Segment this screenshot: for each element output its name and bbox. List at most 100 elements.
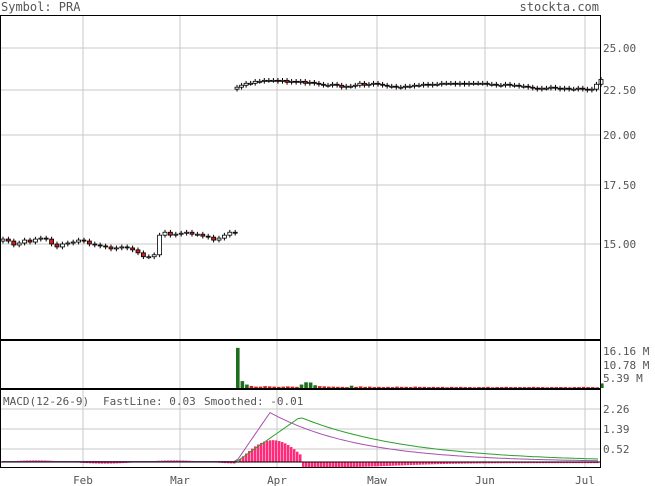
candle-body — [173, 233, 179, 236]
volume-bar — [468, 387, 472, 388]
macd-histogram-bar — [329, 462, 332, 468]
macd-histogram-bar — [338, 462, 341, 468]
volume-bar — [572, 387, 577, 388]
macd-histogram-bar — [446, 462, 449, 464]
macd-histogram-bar — [95, 462, 98, 464]
volume-tick-label: 16.16 M — [603, 345, 650, 358]
volume-bar — [486, 386, 490, 388]
candle-body — [562, 87, 567, 90]
macd-histogram-bar — [254, 446, 257, 462]
macd-histogram-bar — [296, 451, 299, 462]
macd-histogram-bar — [461, 462, 464, 464]
candle-body — [211, 236, 217, 241]
volume-bar — [563, 387, 568, 388]
macd-histogram-bar — [527, 462, 530, 464]
candle-body — [289, 80, 295, 83]
volume-bar — [600, 383, 604, 388]
candle-body — [11, 240, 17, 246]
x-tick-label: Jul — [575, 474, 595, 486]
macd-histogram-bar — [302, 462, 305, 467]
volume-bar — [449, 386, 454, 388]
candle-body — [402, 85, 408, 88]
candle-body — [589, 88, 595, 91]
macd-histogram-bar — [524, 462, 527, 464]
volume-tick-label: 10.78 M — [603, 359, 650, 372]
volume-bar — [490, 387, 495, 388]
macd-histogram-bar — [386, 462, 389, 466]
candle-body — [375, 82, 381, 85]
macd-histogram-bar — [578, 462, 581, 464]
candle-body — [539, 87, 545, 90]
volume-bar — [445, 387, 449, 388]
site-label: stockta.com — [520, 0, 599, 14]
macd-histogram-bar — [275, 440, 278, 462]
macd-histogram-bar — [404, 462, 407, 466]
candle-body — [54, 243, 60, 248]
macd-histogram-bar — [434, 462, 437, 465]
macd-histogram-bar — [341, 462, 344, 468]
macd-panel-frame — [0, 389, 601, 468]
candle-body — [412, 84, 417, 87]
macd-histogram-bar — [596, 462, 599, 464]
x-tick-label: Feb — [73, 474, 93, 486]
candle-body — [512, 84, 517, 87]
macd-histogram-bar — [308, 462, 311, 468]
volume-tick-label: 5.39 M — [603, 372, 643, 385]
volume-bar — [358, 386, 363, 388]
candle-body — [343, 85, 349, 88]
macd-histogram-bar — [452, 462, 455, 464]
candle-body — [384, 84, 390, 87]
macd-histogram-bar — [290, 447, 293, 462]
macd-histogram-bar — [530, 462, 533, 464]
candle-body — [302, 80, 308, 84]
macd-histogram-bar — [491, 462, 494, 464]
macd-histogram-bar — [545, 462, 548, 464]
candle-body — [439, 82, 445, 85]
macd-histogram-bar — [377, 462, 380, 467]
candle-body — [480, 82, 486, 85]
macd-histogram-bar — [590, 462, 593, 464]
macd-histogram-bar — [398, 462, 401, 466]
candle-body — [130, 247, 136, 251]
candle-body — [457, 82, 463, 85]
candle-body — [184, 231, 190, 234]
volume-bar — [349, 385, 354, 388]
candle-body — [146, 256, 152, 259]
candle-body — [221, 234, 227, 239]
candle-body — [371, 82, 376, 85]
macd-histogram-bar — [401, 462, 404, 466]
candle-body — [114, 247, 119, 250]
volume-bar — [336, 386, 340, 388]
volume-bar — [245, 384, 249, 388]
macd-histogram-bar — [98, 462, 101, 464]
candle-body — [178, 232, 184, 235]
price-tick-label: 25.00 — [603, 42, 636, 55]
candle-body — [22, 239, 28, 244]
candle-body — [357, 82, 363, 86]
macd-histogram-bar — [392, 462, 395, 466]
macd-histogram-bar — [116, 462, 119, 464]
macd-histogram-bar — [104, 462, 107, 464]
candle-body — [33, 238, 38, 243]
macd-histogram-bar — [473, 462, 476, 464]
candle-body — [534, 87, 540, 90]
macd-histogram-bar — [314, 462, 317, 468]
macd-histogram-bar — [551, 462, 554, 464]
candle-body — [27, 239, 33, 243]
x-tick-label: Jun — [475, 474, 495, 486]
x-tick-label: Mar — [170, 474, 190, 486]
macd-histogram-bar — [539, 462, 542, 464]
macd-histogram-bar — [248, 450, 251, 462]
macd-histogram-bar — [485, 462, 488, 464]
macd-histogram-bar — [251, 448, 254, 462]
candle-body — [430, 83, 436, 86]
price-panel-frame — [0, 15, 601, 340]
volume-bar — [313, 385, 317, 388]
macd-histogram-bar — [374, 462, 377, 467]
volume-bar — [522, 387, 527, 388]
macd-histogram-bar — [371, 462, 374, 467]
macd-histogram-bar — [533, 462, 536, 464]
volume-bar — [372, 387, 377, 388]
macd-histogram-bar — [572, 462, 575, 464]
volume-bar — [340, 386, 345, 388]
